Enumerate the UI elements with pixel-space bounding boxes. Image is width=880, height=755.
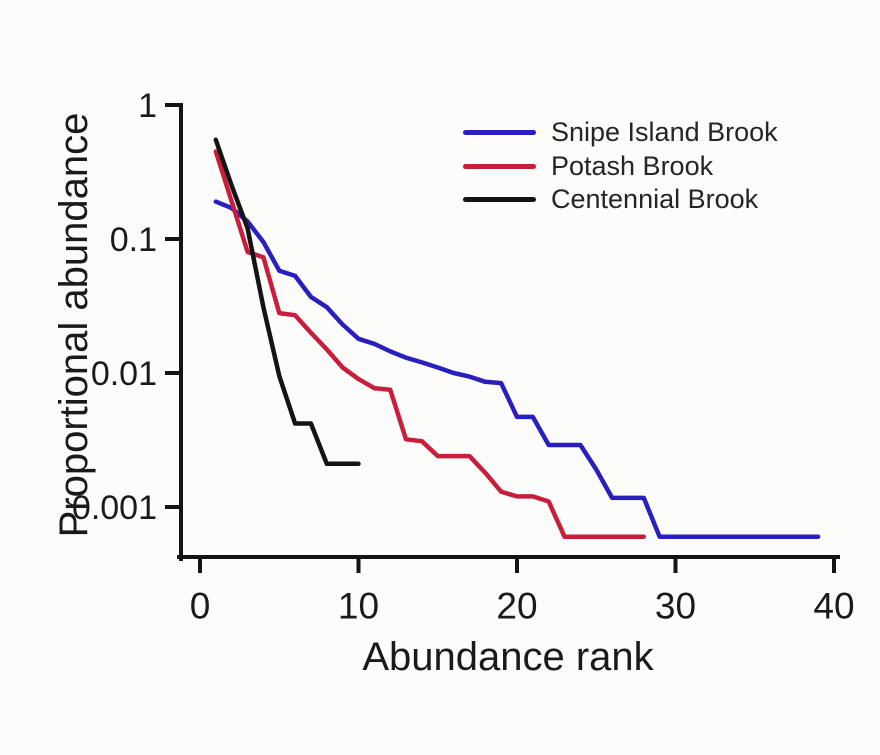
y-tick-label: 1 <box>138 87 157 125</box>
legend-label: Potash Brook <box>551 150 714 181</box>
legend-item-centennial-brook: Centennial Brook <box>463 183 778 217</box>
x-tick-label: 30 <box>655 586 696 627</box>
legend-item-potash-brook: Potash Brook <box>463 150 778 184</box>
series-line-snipe-island-brook <box>213 199 821 539</box>
legend-item-snipe-island-brook: Snipe Island Brook <box>463 116 778 150</box>
series-line-centennial-brook <box>213 137 361 467</box>
x-tick-label: 0 <box>190 586 211 627</box>
axes <box>165 103 840 573</box>
legend-line-icon <box>463 197 536 203</box>
x-tick-label: 20 <box>496 586 537 627</box>
x-tick-label: 10 <box>338 586 379 627</box>
legend: Snipe Island Brook Potash Brook Centenni… <box>463 116 778 217</box>
legend-label: Snipe Island Brook <box>551 117 778 148</box>
series-line-potash-brook <box>213 149 647 539</box>
legend-label: Centennial Brook <box>551 184 759 215</box>
y-tick-label: 0.001 <box>72 489 157 527</box>
x-tick-label: 40 <box>813 586 854 627</box>
x-axis-title: Abundance rank <box>362 635 654 679</box>
y-tick-label: 0.1 <box>110 221 157 259</box>
y-axis-title: Proportional abundance <box>52 112 96 538</box>
legend-line-icon <box>463 130 536 136</box>
y-tick-label: 0.01 <box>91 355 157 393</box>
legend-line-icon <box>463 163 536 169</box>
